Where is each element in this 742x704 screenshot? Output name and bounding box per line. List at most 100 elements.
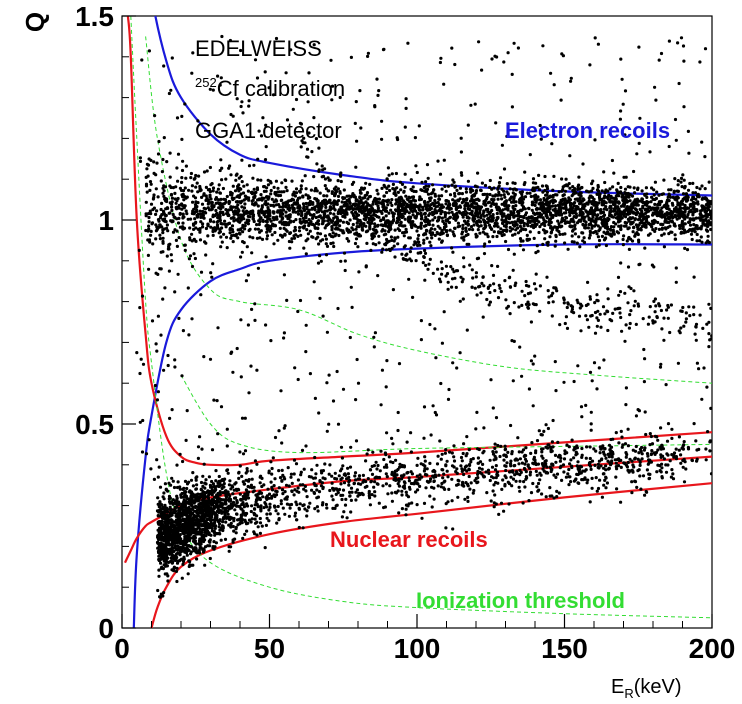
nuclear-recoil-point [656,463,660,467]
nuclear-recoil-point [416,488,420,492]
electron-recoil-point [340,200,344,204]
electron-recoil-point [704,209,709,213]
electron-recoil-point [206,224,210,228]
electron-recoil-point [696,195,700,199]
nuclear-recoil-point [491,450,495,454]
electron-recoil-point [157,139,161,144]
electron-recoil-point [632,186,636,190]
electron-recoil-point [463,207,467,211]
nuclear-recoil-point [440,481,444,486]
nuclear-recoil-point [264,496,268,500]
nuclear-recoil-point [490,465,495,469]
nuclear-recoil-point [176,544,180,548]
electron-band-upper [154,16,712,197]
electron-recoil-point [433,199,437,203]
nuclear-recoil-point [655,435,659,439]
nuclear-recoil-point [504,468,508,473]
electron-recoil-point [521,248,526,252]
electron-recoil-point [607,217,611,221]
nuclear-recoil-point [460,459,464,463]
nuclear-recoil-point [619,500,623,504]
electron-recoil-point [673,237,677,241]
electron-recoil-point [325,244,330,248]
nuclear-recoil-point [162,491,166,495]
electron-recoil-point [622,234,626,238]
electron-recoil-point [654,227,658,231]
electron-recoil-point [699,211,703,216]
electron-recoil-point [310,222,314,226]
electron-recoil-point [600,189,604,193]
nuclear-recoil-point [589,467,593,471]
electron-recoil-point [547,203,551,207]
electron-recoil-point [638,212,642,216]
electron-recoil-point [580,231,584,235]
electron-recoil-point [537,173,541,177]
nuclear-recoil-point [536,481,541,486]
nuclear-recoil-point [381,484,385,488]
electron-recoil-point [679,180,683,184]
electron-recoil-point [403,217,407,221]
electron-recoil-point [599,211,603,215]
electron-recoil-point [609,228,613,232]
electron-recoil-point [147,157,151,161]
electron-recoil-point [673,177,677,181]
nuclear-recoil-point [216,494,220,498]
nuclear-recoil-point [258,521,263,525]
electron-recoil-point [247,198,251,202]
electron-recoil-point [411,213,415,217]
electron-recoil-point [652,207,656,212]
electron-recoil-point [487,240,492,244]
electron-recoil-point [146,212,151,216]
nuclear-recoil-point [407,476,411,480]
electron-recoil-point [227,221,231,225]
electron-recoil-point [455,188,459,192]
electron-recoil-point [693,230,697,234]
electron-recoil-point [628,193,632,197]
electron-recoil-point [484,198,488,203]
electron-recoil-point [336,221,340,225]
electron-recoil-point [579,186,583,190]
electron-recoil-point [194,173,198,178]
nuclear-recoil-point [588,456,592,461]
electron-recoil-point [234,200,238,204]
nuclear-recoil-point [420,475,424,479]
nuclear-recoil-point [656,438,660,442]
electron-recoil-point [710,210,712,214]
nuclear-recoil-point [313,507,317,511]
electron-recoil-point [556,219,560,223]
electron-recoil-point [232,216,236,220]
electron-recoil-point [636,227,640,231]
nuclear-recoil-point [402,480,406,484]
electron-recoil-point [387,184,391,188]
electron-recoil-point [237,231,242,235]
electron-recoil-point [170,205,174,209]
electron-recoil-point [403,185,407,189]
electron-recoil-point [225,209,229,213]
nuclear-recoil-point [646,454,650,458]
electron-recoil-point [402,189,406,193]
electron-recoil-point [428,240,432,244]
electron-recoil-point [687,210,691,214]
electron-recoil-point [427,213,431,217]
nuclear-recoil-point [261,495,265,499]
electron-recoil-point [431,223,435,227]
nuclear-recoil-point [176,548,180,552]
electron-recoil-point [562,193,566,197]
electron-recoil-point [604,243,609,248]
nuclear-recoil-point [437,473,441,477]
electron-recoil-point [641,206,645,210]
electron-recoil-point [698,239,702,243]
nuclear-recoil-point [472,488,476,493]
nuclear-recoil-point [352,482,356,486]
electron-recoil-point [188,236,192,240]
electron-recoil-point [599,208,603,212]
electron-recoil-point [670,212,674,216]
nuclear-recoil-point [185,553,189,557]
electron-recoil-point [246,189,250,193]
nuclear-recoil-point [357,474,362,478]
electron-recoil-point [302,208,307,213]
electron-recoil-point [559,208,563,212]
electron-recoil-point [654,206,659,210]
electron-recoil-point [399,221,403,225]
nuclear-recoil-point [502,458,506,462]
